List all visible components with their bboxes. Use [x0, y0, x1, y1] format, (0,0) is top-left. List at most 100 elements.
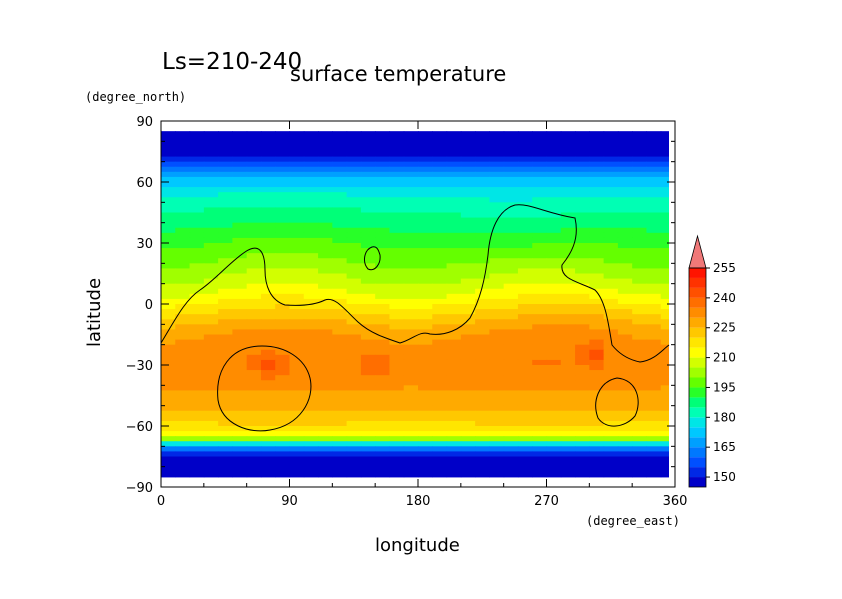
- field-cell: [332, 319, 348, 325]
- field-cell: [446, 349, 462, 356]
- field-cell: [275, 354, 291, 361]
- field-cell: [332, 187, 348, 193]
- field-cell: [389, 344, 405, 351]
- field-cell: [332, 304, 348, 310]
- field-cell: [161, 385, 176, 392]
- field-cell: [360, 141, 376, 148]
- field-cell: [546, 426, 562, 432]
- field-cell: [161, 446, 176, 453]
- field-cell: [418, 354, 433, 361]
- field-cell: [646, 436, 662, 442]
- field-cell: [560, 131, 576, 137]
- field-cell: [232, 161, 248, 168]
- field-cell: [175, 171, 191, 178]
- field-cell: [517, 166, 533, 173]
- field-cell: [175, 344, 191, 351]
- field-cell: [246, 207, 262, 214]
- field-cell: [446, 141, 462, 148]
- field-cell: [603, 354, 619, 361]
- field-cell: [660, 288, 669, 295]
- field-cell: [432, 385, 448, 392]
- field-cell: [475, 227, 490, 234]
- field-cell: [260, 304, 276, 310]
- field-cell: [332, 171, 348, 178]
- field-cell: [446, 227, 462, 234]
- colorbar-segment: [689, 357, 706, 368]
- field-cell: [246, 166, 262, 173]
- field-cell: [318, 339, 333, 346]
- field-cell: [318, 431, 333, 437]
- field-cell: [389, 253, 405, 259]
- field-cell: [517, 344, 533, 351]
- field-cell: [446, 156, 462, 163]
- field-cell: [403, 375, 419, 381]
- field-cell: [560, 436, 576, 442]
- field-cell: [589, 334, 605, 341]
- field-cell: [560, 339, 576, 346]
- field-cell: [232, 192, 248, 198]
- field-cell: [546, 339, 562, 346]
- field-cell: [517, 232, 533, 239]
- field-cell: [418, 187, 433, 193]
- field-cell: [175, 304, 191, 310]
- field-cell: [318, 161, 333, 168]
- field-cell: [203, 182, 219, 188]
- field-cell: [532, 410, 548, 417]
- field-cell: [546, 329, 562, 336]
- field-cell: [517, 278, 533, 285]
- field-cell: [589, 146, 605, 153]
- field-cell: [189, 197, 205, 203]
- field-cell: [532, 349, 548, 356]
- field-cell: [161, 298, 176, 305]
- field-cell: [175, 324, 191, 331]
- field-cell: [303, 237, 319, 244]
- field-cell: [475, 171, 490, 178]
- field-cell: [418, 380, 433, 386]
- field-cell: [460, 405, 476, 412]
- field-cell: [332, 192, 348, 198]
- field-cell: [446, 415, 462, 422]
- field-cell: [418, 243, 433, 249]
- field-cell: [575, 212, 590, 219]
- field-cell: [375, 334, 391, 341]
- field-cell: [260, 192, 276, 198]
- field-cell: [489, 187, 505, 193]
- field-cell: [503, 217, 519, 224]
- field-cell: [289, 309, 305, 315]
- field-cell: [161, 258, 176, 264]
- field-cell: [303, 446, 319, 453]
- field-cell: [161, 441, 176, 447]
- x-tick-label: 90: [281, 494, 298, 509]
- field-cell: [161, 395, 176, 402]
- field-cell: [318, 298, 333, 305]
- field-cell: [546, 146, 562, 153]
- field-cell: [318, 248, 333, 254]
- field-cell: [175, 268, 191, 275]
- field-cell: [646, 370, 662, 376]
- field-cell: [560, 400, 576, 407]
- field-cell: [560, 405, 576, 412]
- field-cell: [517, 400, 533, 407]
- x-tick-label: 0: [157, 494, 165, 509]
- field-cell: [617, 436, 633, 442]
- field-cell: [289, 461, 305, 468]
- field-cell: [646, 344, 662, 351]
- field-cell: [646, 283, 662, 290]
- field-cell: [303, 329, 319, 336]
- field-cell: [289, 339, 305, 346]
- field-cell: [617, 451, 633, 458]
- field-cell: [289, 359, 305, 366]
- field-cell: [260, 293, 276, 300]
- field-cell: [275, 309, 291, 315]
- field-cell: [189, 293, 205, 300]
- colorbar-tick-label: 255: [713, 261, 736, 275]
- field-cell: [218, 441, 233, 447]
- field-cell: [646, 415, 662, 422]
- field-cell: [632, 441, 648, 447]
- field-cell: [375, 471, 391, 478]
- y-tick-label: 30: [136, 237, 153, 252]
- field-cell: [161, 293, 176, 300]
- field-cell: [218, 410, 233, 417]
- field-cell: [432, 461, 448, 468]
